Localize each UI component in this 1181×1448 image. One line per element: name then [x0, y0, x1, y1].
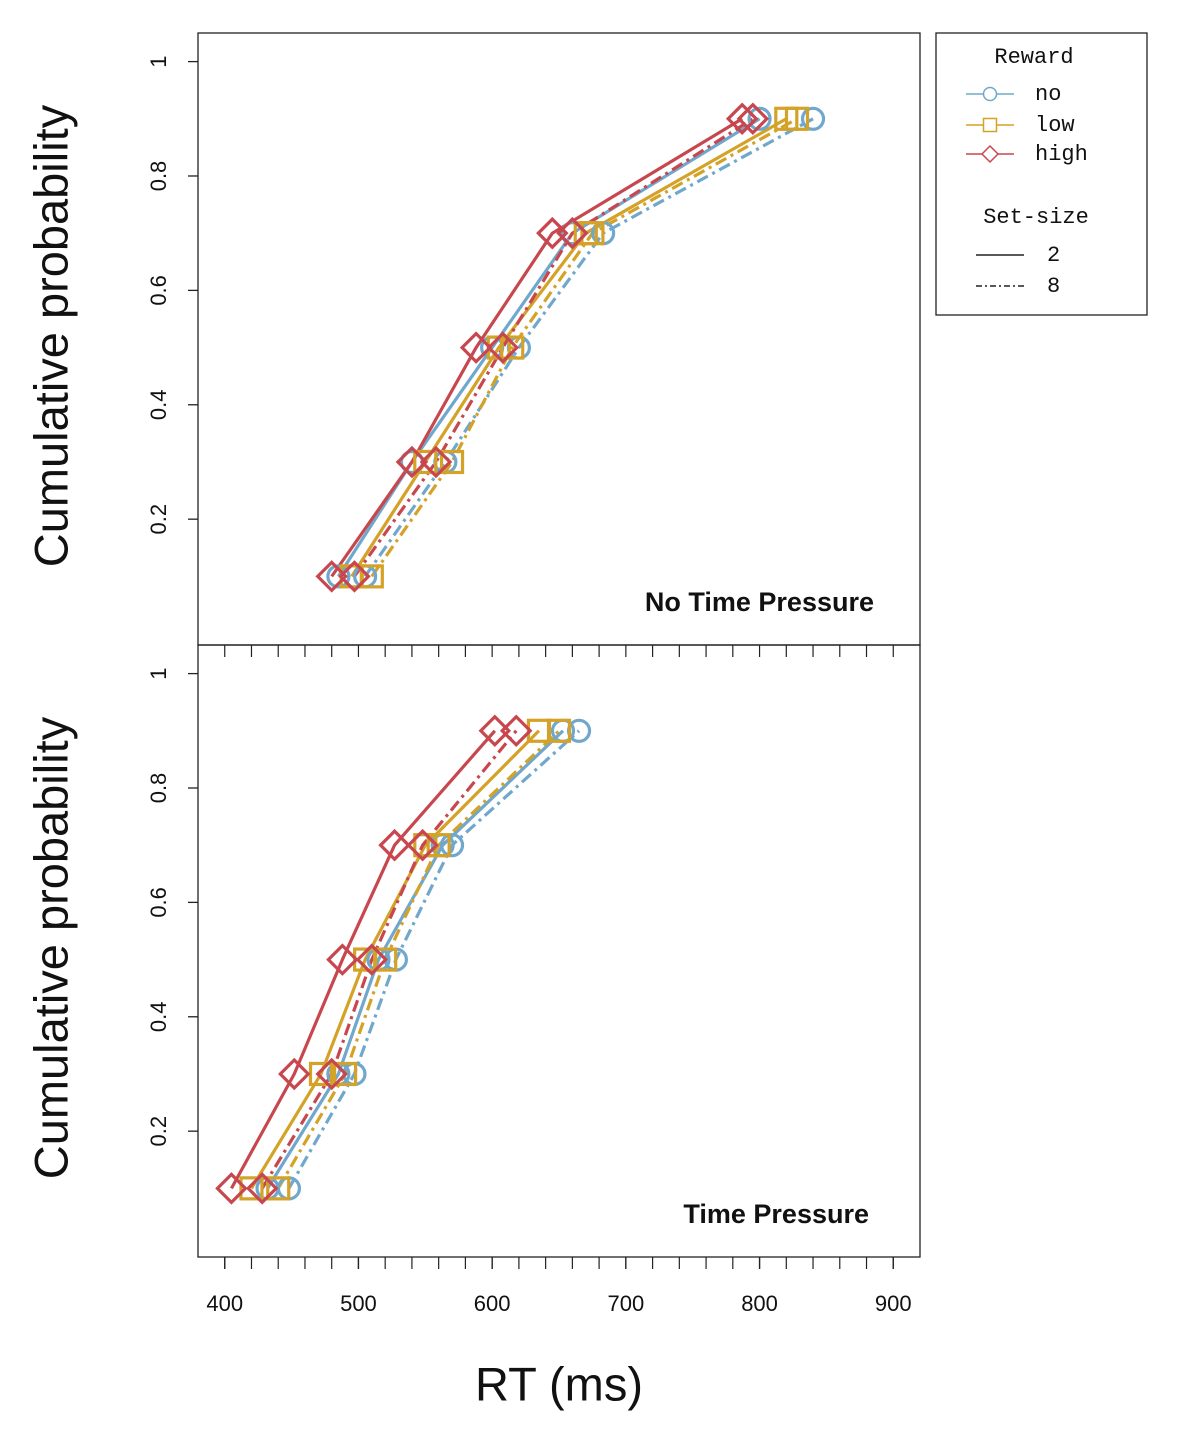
y-tick-label: 0.4: [146, 389, 171, 420]
line-low-setsize-2: [350, 117, 788, 578]
line-no-setsize-2: [266, 729, 565, 1190]
point-high-8-q3: [486, 331, 520, 364]
legend-label-no: no: [1035, 82, 1061, 107]
point-no-2-q1: [326, 564, 351, 589]
y-tick-label: 0.6: [146, 275, 171, 306]
x-tick-label: 600: [474, 1291, 511, 1316]
point-high-2-q1: [315, 560, 348, 593]
point-high-8-q1: [338, 560, 371, 593]
legend: Reward no low high Set-size 2 8: [935, 32, 1148, 316]
series-markers: [215, 714, 592, 1205]
point-no-2-q5: [747, 106, 772, 131]
point-low-8-q4: [580, 221, 605, 246]
legend-marker-low: [982, 117, 998, 133]
panel-title: No Time Pressure: [645, 587, 874, 617]
point-no-8-q4: [439, 833, 465, 858]
line-low-setsize-8: [276, 729, 561, 1190]
y-axis-label: Cumulative probability: [24, 104, 77, 567]
point-high-2-q2: [395, 445, 429, 479]
point-high-8-q1: [245, 1172, 279, 1205]
y-tick-label: 0.2: [146, 504, 171, 535]
point-no-8-q5: [800, 106, 826, 131]
point-low-8-q2: [332, 1061, 358, 1087]
point-high-8-q5: [499, 714, 533, 748]
legend-diamond: [980, 144, 1000, 164]
y-axis-label: Cumulative probability: [24, 716, 77, 1179]
point-low-8-q2: [439, 449, 465, 475]
legend-label-low: low: [1035, 113, 1075, 138]
legend-circle: [982, 86, 998, 102]
legend-setsize-label-2: 2: [1047, 243, 1060, 268]
x-axis-label: RT (ms): [475, 1357, 643, 1410]
plot-frame: [197, 32, 921, 646]
series-lines: [330, 117, 814, 578]
point-high-2-q1: [215, 1172, 248, 1205]
point-high-2-q2: [278, 1057, 311, 1091]
point-high-8-q5: [736, 102, 770, 136]
point-high-2-q3: [326, 943, 359, 976]
point-low-8-q5: [546, 718, 572, 743]
y-axis: 0.2 0.4 0.6 0.8 1: [146, 55, 198, 534]
x-axis: 400 500 600 700 800 900 RT (ms): [206, 1257, 912, 1410]
point-high-2-q3: [459, 331, 493, 364]
line-high-setsize-8: [260, 729, 518, 1190]
point-high-8-q2: [419, 445, 453, 479]
x-minor-ticks: [224, 645, 894, 657]
line-high-setsize-2: [330, 117, 743, 578]
y-tick-label: 1: [146, 667, 171, 679]
point-high-8-q4: [406, 828, 439, 862]
point-low-8-q5: [784, 106, 810, 131]
line-no-setsize-8: [363, 117, 814, 578]
point-high-8-q4: [556, 216, 589, 250]
panel-title: Time Pressure: [683, 1199, 869, 1229]
point-high-8-q2: [315, 1057, 348, 1091]
plot-frame: [197, 644, 921, 1258]
line-high-setsize-2: [230, 729, 497, 1190]
point-high-2-q5: [725, 102, 759, 136]
x-tick-label: 800: [741, 1291, 778, 1316]
y-tick-label: 0.6: [146, 887, 171, 918]
line-low-setsize-8: [370, 117, 798, 578]
x-tick-label: 700: [607, 1291, 644, 1316]
point-high-2-q4: [378, 828, 411, 862]
legend-setsize-title: Set-size: [983, 205, 1089, 230]
y-tick-label: 0.4: [146, 1001, 171, 1032]
y-tick-label: 0.8: [146, 773, 171, 804]
panel-2: 0.2 0.4 0.6 0.8 1 Cumulative probability Time …: [24, 644, 921, 1269]
y-tick-label: 0.2: [146, 1116, 171, 1147]
point-low-8-q3: [500, 335, 525, 360]
legend-marker-high: [980, 144, 1000, 164]
legend-reward-title: Reward: [994, 45, 1073, 70]
y-tick-label: 1: [146, 55, 171, 67]
legend-label-high: high: [1035, 142, 1088, 167]
point-high-2-q5: [478, 714, 512, 748]
x-minor-ticks: [224, 1257, 894, 1269]
line-low-setsize-2: [250, 729, 541, 1190]
point-low-2-q2: [413, 449, 438, 475]
panel-1: 0.2 0.4 0.6 0.8 1 Cumulative probability No Ti…: [24, 32, 921, 657]
point-low-8-q4: [426, 833, 451, 858]
x-tick-label: 500: [340, 1291, 377, 1316]
y-axis: 0.2 0.4 0.6 0.8 1: [146, 667, 198, 1146]
series-markers: [315, 102, 826, 593]
point-low-8-q3: [373, 947, 398, 972]
point-low-2-q1: [239, 1176, 264, 1201]
legend-box: [935, 32, 1148, 316]
point-high-8-q3: [355, 943, 389, 976]
line-high-setsize-8: [353, 117, 754, 578]
x-tick-label: 400: [206, 1291, 243, 1316]
x-tick-label: 900: [875, 1291, 912, 1316]
legend-setsize-label-8: 8: [1047, 274, 1060, 299]
point-low-8-q1: [266, 1176, 291, 1201]
legend-marker-no: [982, 86, 998, 102]
legend-square: [982, 117, 998, 133]
point-low-8-q1: [359, 564, 384, 589]
y-tick-label: 0.8: [146, 161, 171, 192]
